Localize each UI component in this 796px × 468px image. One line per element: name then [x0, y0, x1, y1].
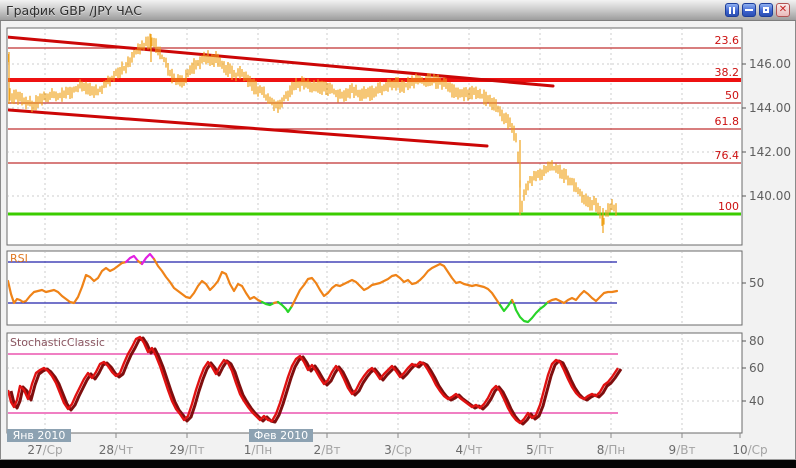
y-axis-label: 40: [749, 394, 764, 408]
rsi-series: [152, 257, 264, 304]
month-badge-label: Фев 2010: [254, 429, 308, 442]
y-axis-label: 146.00: [749, 57, 791, 71]
y-axis-label: 144.00: [749, 101, 791, 115]
month-badge: [249, 429, 313, 442]
rsi-plot-area[interactable]: [7, 251, 742, 325]
rsi-series: [8, 260, 128, 305]
x-axis-label: 27/Ср: [27, 443, 62, 457]
rsi-series: [140, 252, 156, 266]
y-axis-label: 80: [749, 334, 764, 348]
stochastic-panel-title: StochasticClassic: [10, 336, 105, 349]
stoch-panel: StochasticClassic 80 60 40: [6, 332, 764, 434]
x-axis-label: 9/Вт: [669, 443, 696, 457]
rsi-series: [512, 300, 550, 324]
rsi-series: [260, 300, 276, 307]
price-panel: 23.6 38.2 50 61.8 76.4 100 146.00 144.00 142.00 1…: [6, 27, 791, 246]
rsi-panel-border: [6, 250, 743, 326]
rsi-series: [124, 254, 140, 264]
rsi-panel-title: RSI: [10, 252, 28, 265]
trendline: [8, 35, 555, 88]
close-icon[interactable]: ✕: [776, 3, 790, 17]
y-axis-label: 142.00: [749, 145, 791, 159]
x-axis-label: 10/Ср: [732, 443, 767, 457]
fib-level-label: 38.2: [715, 66, 740, 79]
price-series: [8, 33, 617, 233]
window-controls: ✕: [722, 3, 790, 17]
bottom-bar: [0, 459, 796, 468]
x-axis-label: 8/Пн: [597, 443, 626, 457]
chart-canvas: 23.6 38.2 50 61.8 76.4 100 146.00 144.00 142.00 1…: [6, 27, 791, 457]
y-axis-label: 60: [749, 361, 764, 375]
stoch-panel-border: [6, 332, 743, 434]
month-badge: [7, 429, 71, 442]
fib-level-label: 50: [725, 89, 739, 102]
x-axis-label: 5/Пт: [526, 443, 554, 457]
stochastic-k-series: [8, 335, 619, 425]
fib-level-label: 100: [718, 200, 739, 213]
price-panel-border: [6, 27, 743, 246]
rsi-series: [276, 300, 294, 314]
x-axis-label: 29/Пт: [169, 443, 204, 457]
month-badge-label: Янв 2010: [13, 429, 66, 442]
chart-area: 23.6 38.2 50 61.8 76.4 100 146.00 144.00 142.00 1…: [0, 22, 796, 459]
window-title: График GBP /JPY ЧАС: [6, 2, 142, 18]
minimize-icon[interactable]: [742, 3, 756, 17]
window-titlebar[interactable]: График GBP /JPY ЧАС ✕: [0, 0, 796, 21]
stoch-plot-area[interactable]: [7, 333, 742, 433]
maximize-icon[interactable]: [759, 3, 773, 17]
rsi-panel: RSI 50: [6, 250, 764, 326]
x-axis-label: 4/Чт: [456, 443, 483, 457]
fib-level-label: 76.4: [715, 149, 740, 162]
rsi-series: [290, 262, 502, 308]
fib-level-label: 23.6: [715, 34, 740, 47]
x-axis-label: 28/Чт: [99, 443, 134, 457]
x-axis-label: 2/Вт: [314, 443, 341, 457]
fib-level-label: 61.8: [715, 115, 740, 128]
x-axis-label: 1/Пн: [244, 443, 273, 457]
x-axis: 27/Ср 28/Чт 29/Пт 1/Пн 2/Вт 3/Ср 4/Чт 5/Пт 8/Пн 9…: [7, 429, 768, 457]
pause-icon[interactable]: [725, 3, 739, 17]
rsi-series: [546, 289, 619, 305]
rsi-series: [498, 298, 514, 313]
x-axis-label: 3/Ср: [384, 443, 412, 457]
trendline: [8, 108, 489, 148]
y-axis-label: 140.00: [749, 189, 791, 203]
y-axis-label: 50: [749, 276, 764, 290]
